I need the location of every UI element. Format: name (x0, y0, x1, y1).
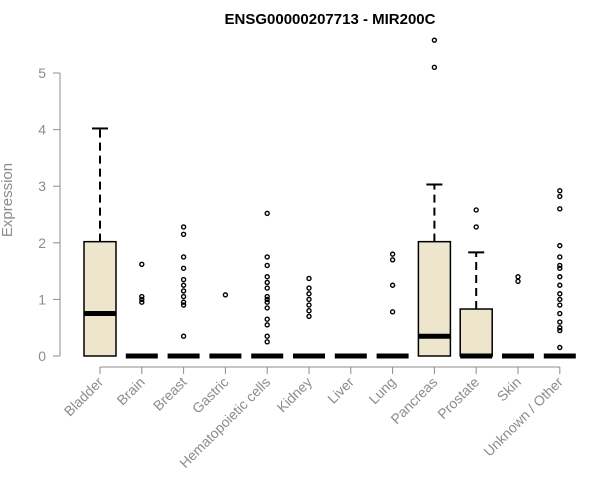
y-tick-label: 2 (38, 235, 46, 251)
y-axis-label: Expression (0, 163, 16, 237)
outlier-point (264, 262, 270, 269)
outlier-point (557, 302, 563, 308)
outlier-point (306, 296, 312, 303)
box-prostate (459, 207, 493, 359)
x-tick-label: Brain (113, 374, 147, 408)
plot-area (83, 37, 576, 359)
outlier-point (515, 278, 521, 284)
outlier-point (180, 333, 187, 339)
outlier-point (389, 257, 396, 263)
x-tick-label: Prostate (434, 374, 482, 422)
box-pancreas (417, 37, 452, 357)
outlier-point (557, 274, 563, 280)
outlier-point (264, 285, 270, 291)
box-breast (167, 224, 200, 359)
outlier-point (431, 37, 438, 43)
outlier-point (180, 231, 187, 238)
outlier-point (389, 251, 396, 257)
outlier-point (264, 296, 270, 303)
outlier-point (139, 261, 145, 268)
x-tick-label: Liver (324, 374, 357, 407)
outlier-point (180, 299, 187, 305)
outlier-point (431, 64, 438, 71)
box-bladder (83, 127, 117, 357)
outlier-point (557, 193, 563, 200)
box-body (83, 240, 117, 357)
y-axis: 0 1 2 3 4 5 (38, 65, 61, 364)
outlier-point (180, 302, 187, 308)
outlier-point (306, 308, 312, 314)
outlier-point (557, 254, 563, 260)
outlier-point (557, 296, 563, 303)
outlier-point (389, 309, 396, 315)
outlier-point (180, 254, 187, 260)
outlier-point (264, 333, 270, 339)
outlier-point (473, 224, 479, 230)
y-tick-label: 1 (38, 291, 46, 307)
box-unknown-other (543, 188, 576, 359)
outlier-point (557, 319, 563, 325)
x-tick-label: Bladder (61, 374, 107, 420)
box-skin (502, 274, 534, 359)
x-tick-label: Breast (150, 374, 190, 414)
outlier-point (264, 339, 270, 345)
chart-title: ENSG00000207713 - MIR200C (225, 11, 436, 28)
y-tick-label: 5 (38, 65, 46, 81)
box-body (459, 308, 493, 357)
outlier-point (306, 275, 312, 282)
outlier-point (264, 322, 270, 328)
box-brain (125, 261, 158, 359)
outlier-point (557, 242, 563, 249)
x-tick-label: Lung (365, 374, 398, 407)
outlier-point (180, 282, 187, 288)
outlier-point (557, 265, 563, 271)
box-lung (376, 251, 409, 359)
outlier-point (515, 274, 521, 280)
outlier-point (180, 293, 187, 300)
box-body (417, 240, 452, 357)
outlier-point (139, 293, 145, 300)
outlier-point (264, 299, 270, 305)
box-hematopoietic-cells (251, 210, 284, 359)
y-tick-label: 0 (38, 348, 46, 364)
outlier-point (264, 279, 270, 286)
x-tick-label: Unknown / Other (480, 374, 566, 460)
outlier-point (264, 210, 270, 217)
box-kidney (293, 275, 325, 359)
y-tick-label: 4 (38, 122, 46, 138)
outlier-point (557, 262, 563, 269)
outlier-point (139, 299, 145, 305)
outlier-point (306, 285, 312, 291)
outlier-point (180, 265, 187, 271)
outlier-point (557, 282, 563, 288)
outlier-point (180, 224, 187, 230)
outlier-point (557, 310, 563, 317)
outlier-point (389, 282, 396, 288)
outlier-point (139, 296, 145, 303)
outlier-point (306, 313, 312, 320)
x-tick-label: Skin (494, 374, 525, 405)
outlier-point (306, 291, 312, 297)
outlier-point (557, 344, 563, 351)
outlier-point (264, 316, 270, 322)
outlier-point (557, 206, 563, 212)
outlier-point (557, 291, 563, 297)
y-tick-label: 3 (38, 178, 46, 194)
x-tick-label: Kidney (274, 374, 316, 416)
outlier-point (557, 325, 563, 331)
outlier-point (264, 274, 270, 280)
outlier-point (222, 292, 229, 298)
outlier-point (264, 305, 270, 311)
outlier-point (557, 327, 563, 334)
outlier-point (180, 276, 187, 283)
outlier-point (264, 293, 270, 300)
outlier-point (306, 302, 312, 308)
outlier-point (180, 288, 187, 294)
box-gastric (209, 292, 242, 359)
outlier-point (473, 207, 479, 213)
outlier-point (264, 254, 270, 260)
outlier-point (557, 188, 563, 194)
